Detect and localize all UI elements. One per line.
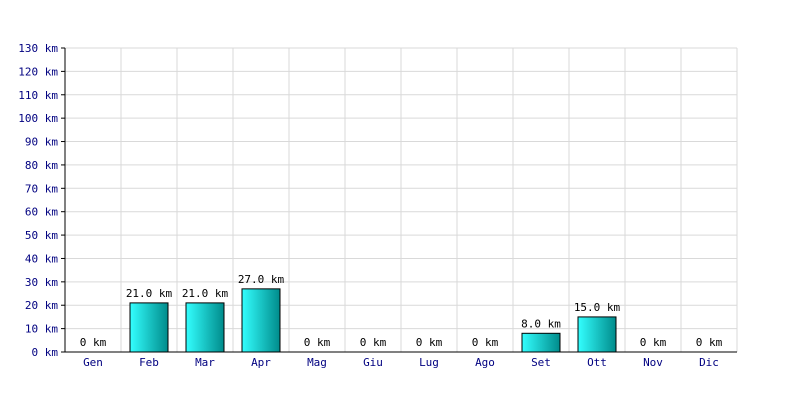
data-label-feb: 21.0 km	[126, 287, 173, 300]
data-label-dic: 0 km	[696, 336, 723, 349]
y-axis-ticks: 0 km 10 km 20 km 30 km 40 km 50 km 60 km 70 km 8…	[18, 42, 58, 359]
y-tick-label: 30 km	[25, 276, 58, 289]
data-label-set: 8.0 km	[521, 317, 561, 330]
data-label-giu: 0 km	[360, 336, 387, 349]
axes	[61, 47, 737, 353]
y-tick-label: 10 km	[25, 323, 58, 336]
y-tick-label: 110 km	[18, 89, 58, 102]
data-label-nov: 0 km	[640, 336, 667, 349]
y-tick-label: 80 km	[25, 159, 58, 172]
x-tick-label-set: Set	[531, 356, 551, 369]
bar-ott	[577, 316, 617, 353]
data-label-mag: 0 km	[304, 336, 331, 349]
x-tick-label-ott: Ott	[587, 356, 607, 369]
x-tick-label-giu: Giu	[363, 356, 383, 369]
y-tick-label: 70 km	[25, 182, 58, 195]
x-tick-label-feb: Feb	[139, 356, 159, 369]
data-label-gen: 0 km	[80, 336, 107, 349]
y-tick-label: 20 km	[25, 299, 58, 312]
y-tick-label: 90 km	[25, 136, 58, 149]
bar-feb	[129, 302, 169, 353]
data-label-ago: 0 km	[472, 336, 499, 349]
y-tick-label: 60 km	[25, 206, 58, 219]
x-tick-label-gen: Gen	[83, 356, 103, 369]
y-tick-label: 120 km	[18, 65, 58, 78]
x-tick-label-ago: Ago	[475, 356, 495, 369]
bar-mar	[185, 302, 225, 353]
y-tick-label: 50 km	[25, 229, 58, 242]
x-tick-label-lug: Lug	[419, 356, 439, 369]
data-label-mar: 21.0 km	[182, 287, 229, 300]
bar-set	[521, 332, 561, 353]
data-label-apr: 27.0 km	[238, 273, 285, 286]
x-tick-label-apr: Apr	[251, 356, 271, 369]
y-tick-label: 130 km	[18, 42, 58, 55]
x-tick-label-mag: Mag	[307, 356, 327, 369]
x-tick-label-nov: Nov	[643, 356, 663, 369]
y-tick-label: 0 km	[32, 346, 59, 359]
y-tick-label: 100 km	[18, 112, 58, 125]
x-axis-ticks: Gen Feb Mar Apr Mag Giu Lug Ago Set Ott Nov Dic	[83, 356, 719, 369]
data-label-ott: 15.0 km	[574, 301, 621, 314]
x-tick-label-dic: Dic	[699, 356, 719, 369]
data-labels: 0 km 21.0 km 21.0 km 27.0 km 0 km 0 km 0 km 0 k…	[80, 273, 723, 349]
x-tick-label-mar: Mar	[195, 356, 215, 369]
data-label-lug: 0 km	[416, 336, 443, 349]
grid	[65, 47, 738, 352]
y-tick-label: 40 km	[25, 252, 58, 265]
bar-apr	[241, 288, 281, 353]
